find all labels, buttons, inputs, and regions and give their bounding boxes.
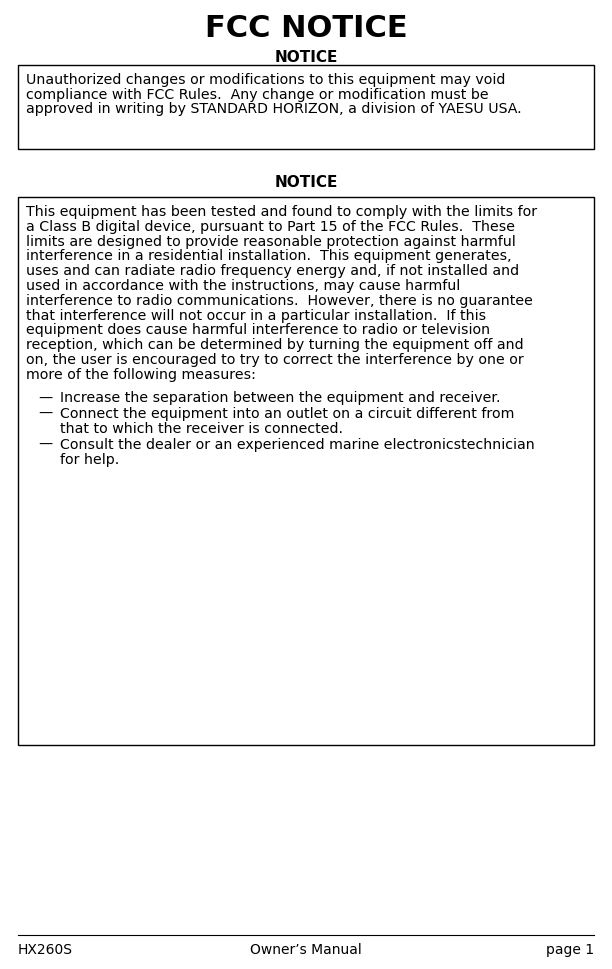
Text: Connect the equipment into an outlet on a circuit different from: Connect the equipment into an outlet on … <box>60 407 514 421</box>
Text: HX260S: HX260S <box>18 942 73 956</box>
Text: that to which the receiver is connected.: that to which the receiver is connected. <box>60 422 343 436</box>
Text: Consult the dealer or an experienced marine electronicstechnician: Consult the dealer or an experienced mar… <box>60 437 535 452</box>
Text: for help.: for help. <box>60 453 119 466</box>
Text: NOTICE: NOTICE <box>274 174 338 190</box>
Bar <box>18 198 594 745</box>
Text: limits are designed to provide reasonable protection against harmful: limits are designed to provide reasonabl… <box>26 234 516 248</box>
Text: equipment does cause harmful interference to radio or television: equipment does cause harmful interferenc… <box>26 323 490 337</box>
Text: approved in writing by STANDARD HORIZON, a division of YAESU USA.: approved in writing by STANDARD HORIZON,… <box>26 102 521 116</box>
Text: page 1: page 1 <box>546 942 594 956</box>
Text: FCC NOTICE: FCC NOTICE <box>204 14 408 43</box>
Text: NOTICE: NOTICE <box>274 50 338 65</box>
Text: that interference will not occur in a particular installation.  If this: that interference will not occur in a pa… <box>26 308 486 323</box>
Text: a Class B digital device, pursuant to Part 15 of the FCC Rules.  These: a Class B digital device, pursuant to Pa… <box>26 220 515 234</box>
Text: used in accordance with the instructions, may cause harmful: used in accordance with the instructions… <box>26 279 460 293</box>
Text: interference in a residential installation.  This equipment generates,: interference in a residential installati… <box>26 249 512 264</box>
Text: on, the user is encouraged to try to correct the interference by one or: on, the user is encouraged to try to cor… <box>26 353 524 366</box>
Text: uses and can radiate radio frequency energy and, if not installed and: uses and can radiate radio frequency ene… <box>26 264 519 278</box>
Text: —: — <box>38 391 52 405</box>
Text: —: — <box>38 437 52 452</box>
Text: reception, which can be determined by turning the equipment off and: reception, which can be determined by tu… <box>26 338 524 352</box>
Text: Increase the separation between the equipment and receiver.: Increase the separation between the equi… <box>60 391 501 405</box>
Text: Unauthorized changes or modifications to this equipment may void: Unauthorized changes or modifications to… <box>26 73 506 87</box>
Text: interference to radio communications.  However, there is no guarantee: interference to radio communications. Ho… <box>26 294 533 307</box>
Bar <box>18 66 594 150</box>
Text: —: — <box>38 407 52 421</box>
Text: Owner’s Manual: Owner’s Manual <box>250 942 362 956</box>
Text: compliance with FCC Rules.  Any change or modification must be: compliance with FCC Rules. Any change or… <box>26 87 488 102</box>
Text: This equipment has been tested and found to comply with the limits for: This equipment has been tested and found… <box>26 204 537 219</box>
Text: more of the following measures:: more of the following measures: <box>26 367 256 382</box>
